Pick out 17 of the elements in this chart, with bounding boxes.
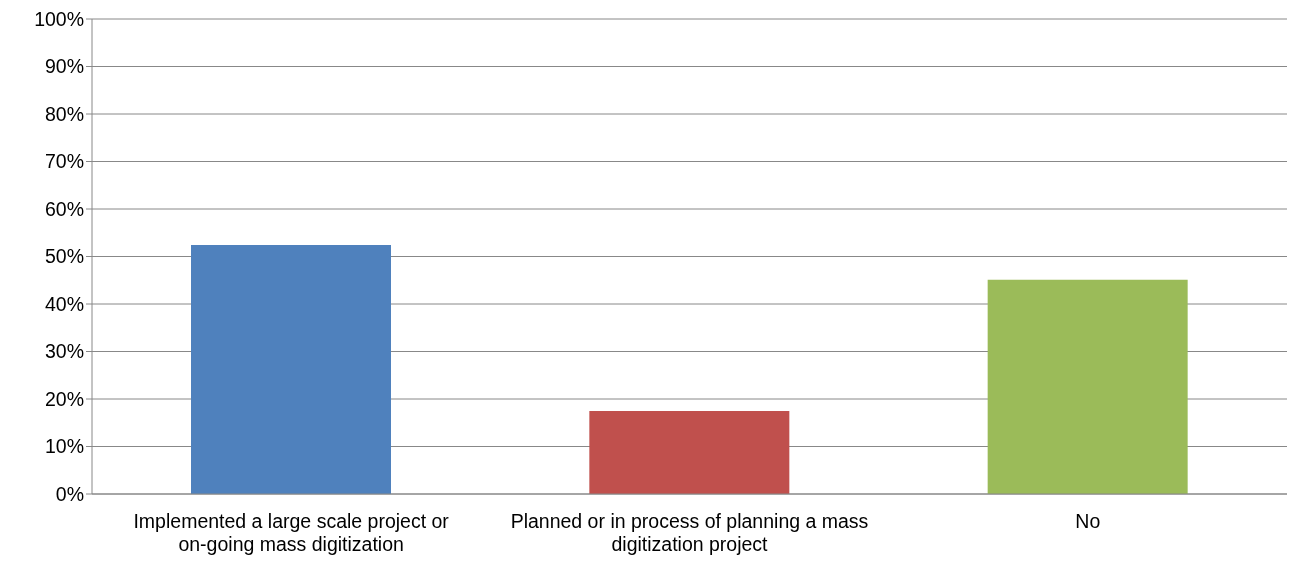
y-tick-label: 70% [44, 150, 84, 173]
y-tick-label: 10% [44, 435, 84, 458]
y-tick-label: 40% [44, 292, 84, 315]
bar [987, 279, 1188, 494]
x-tick-label: No [1075, 509, 1101, 532]
y-tick-label: 60% [44, 197, 84, 220]
bar [589, 410, 790, 494]
y-tick-label: 0% [55, 482, 84, 505]
y-tick-label: 80% [44, 102, 84, 125]
y-tick-label: 90% [44, 55, 84, 78]
bar [191, 245, 391, 494]
y-tick-label: 100% [34, 7, 84, 30]
x-tick-label: Planned or in process of planning a mass digitization project [510, 509, 869, 555]
y-tick-label: 50% [44, 245, 84, 268]
y-tick-label: 30% [44, 340, 84, 363]
x-tick-label: Implemented a large scale project or on-going mass digitization [133, 509, 450, 555]
y-tick-label: 20% [44, 387, 84, 410]
